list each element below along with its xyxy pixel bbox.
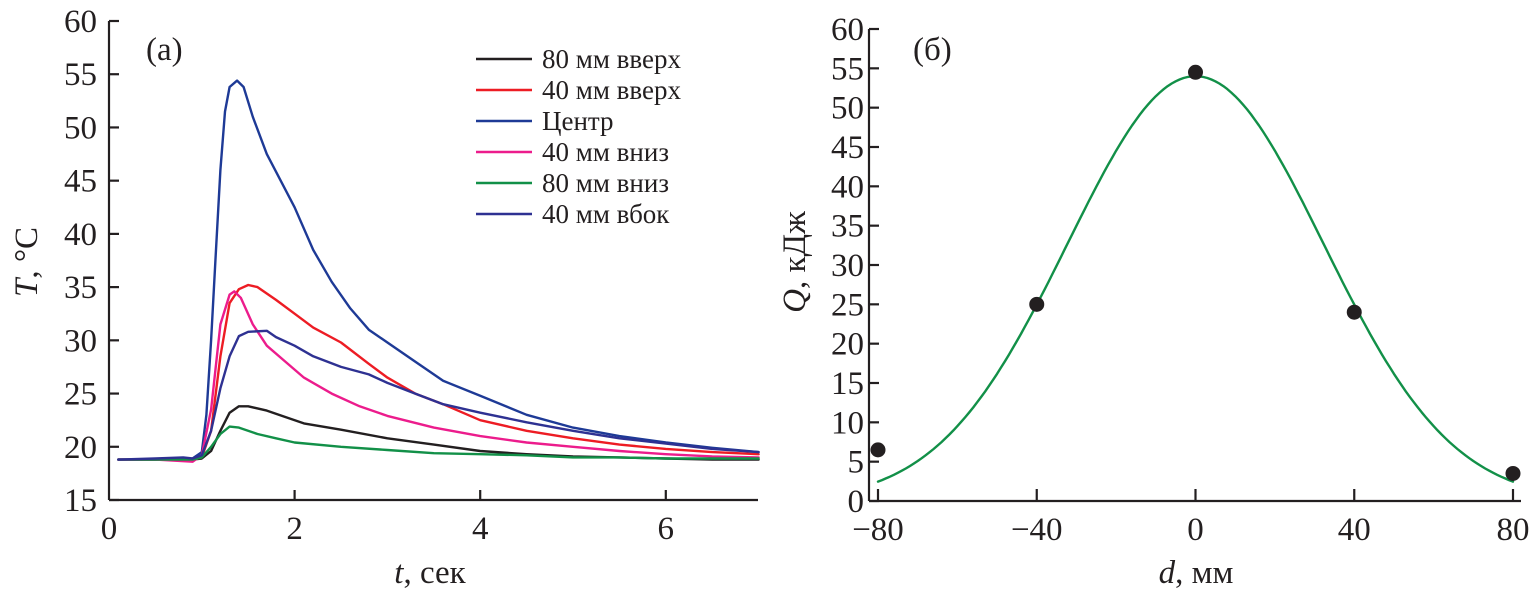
x-tick-label: 40 xyxy=(1338,512,1371,548)
legend-label: 40 мм вбок xyxy=(542,199,670,229)
y-tick-label: 35 xyxy=(64,270,97,306)
y-tick-label: 50 xyxy=(64,110,97,146)
x-tick-label: 80 xyxy=(1497,512,1530,548)
legend-item: 80 мм вверх xyxy=(476,44,681,74)
y-tick-label: 30 xyxy=(831,248,864,284)
y-axis-var: Q xyxy=(777,289,813,313)
x-ticks: 0 2 4 6 xyxy=(101,490,674,547)
y-tick-label: 10 xyxy=(831,405,864,441)
y-axis-unit: , кДж xyxy=(777,211,813,289)
y-tick-label: 20 xyxy=(64,430,97,466)
legend-item: 40 мм вбок xyxy=(476,199,670,229)
x-tick-label: −40 xyxy=(1011,512,1063,548)
legend-item: 40 мм вверх xyxy=(476,75,681,105)
y-tick-label: 45 xyxy=(831,130,864,166)
axes xyxy=(867,29,1521,503)
y-axis-title: T, °C xyxy=(9,227,45,297)
y-tick-label: 25 xyxy=(64,377,97,413)
y-ticks: 15 20 25 30 35 40 45 50 55 60 xyxy=(64,4,119,519)
y-tick-label: 55 xyxy=(831,51,864,87)
x-tick-label: 2 xyxy=(286,511,303,547)
x-tick-label: −80 xyxy=(852,512,904,548)
y-tick-label: 40 xyxy=(831,169,864,205)
x-axis-unit: , мм xyxy=(1175,555,1233,591)
data-point xyxy=(1346,304,1362,320)
x-axis-title: d, мм xyxy=(1159,555,1234,591)
fit-curve-group xyxy=(876,75,1515,483)
y-axis-title: Q, кДж xyxy=(777,211,813,313)
y-tick-label: 0 xyxy=(848,484,865,520)
x-tick-label: 0 xyxy=(101,511,118,547)
y-tick-label: 15 xyxy=(831,366,864,402)
series-line-4 xyxy=(117,290,760,463)
series-line-6 xyxy=(117,329,760,461)
legend-label: 80 мм вниз xyxy=(542,168,669,198)
data-point xyxy=(870,442,886,458)
y-tick-label: 45 xyxy=(64,164,97,200)
legend-label: Центр xyxy=(542,106,614,136)
legend-item: 80 мм вниз xyxy=(476,168,669,198)
panel-label-b: (б) xyxy=(913,32,952,68)
x-tick-label: 6 xyxy=(658,511,675,547)
x-tick-label: 0 xyxy=(1187,512,1204,548)
legend-label: 40 мм вниз xyxy=(542,137,669,167)
y-tick-label: 30 xyxy=(64,323,97,359)
y-tick-label: 50 xyxy=(831,91,864,127)
data-point xyxy=(1029,296,1045,312)
legend-item: Центр xyxy=(476,106,614,136)
y-tick-label: 15 xyxy=(64,483,97,519)
points-group xyxy=(870,64,1521,481)
y-tick-label: 20 xyxy=(831,327,864,363)
y-axis-unit: , °C xyxy=(9,227,45,279)
x-axis-unit: , сек xyxy=(403,555,466,591)
y-tick-label: 35 xyxy=(831,209,864,245)
y-tick-label: 40 xyxy=(64,217,97,253)
legend-label: 80 мм вверх xyxy=(542,44,681,74)
x-tick-label: 4 xyxy=(472,511,489,547)
y-tick-label: 60 xyxy=(831,12,864,48)
y-tick-label: 25 xyxy=(831,287,864,323)
gaussian-fit-curve xyxy=(876,75,1515,483)
x-axis-title: t, сек xyxy=(394,555,466,591)
axes xyxy=(107,21,758,502)
y-tick-label: 55 xyxy=(64,57,97,93)
series-group xyxy=(117,79,760,463)
data-point xyxy=(1188,64,1203,80)
series-line-3 xyxy=(117,79,760,461)
x-ticks: −80 −40 0 40 80 xyxy=(852,489,1530,548)
series-line-5 xyxy=(117,425,760,461)
panel-label-a: (a) xyxy=(146,32,183,68)
y-axis-var: T xyxy=(9,276,45,297)
legend-item: 40 мм вниз xyxy=(476,137,669,167)
data-point xyxy=(1505,465,1521,481)
legend-label: 40 мм вверх xyxy=(542,75,681,105)
y-tick-label: 60 xyxy=(64,4,97,40)
y-tick-label: 5 xyxy=(848,445,865,481)
x-axis-var: t xyxy=(394,555,404,591)
x-axis-var: d xyxy=(1159,555,1176,591)
